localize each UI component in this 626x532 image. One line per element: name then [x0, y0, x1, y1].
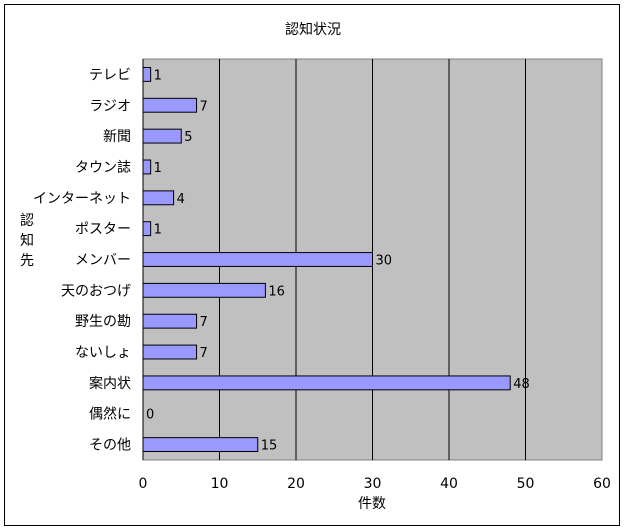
data-label: 48	[513, 377, 530, 392]
category-label: ないしょ	[75, 345, 131, 361]
bar	[142, 159, 152, 175]
data-label: 7	[200, 315, 208, 330]
category-label: 偶然に	[89, 406, 131, 423]
x-tick-label: 10	[211, 476, 229, 492]
data-label: 5	[184, 130, 192, 145]
x-axis-ticks: 0 10 20 30 40 50 60	[139, 476, 611, 492]
category-labels: テレビラジオ新聞タウン誌インターネットポスターメンバー天のおつげ野生の勘ないしょ…	[33, 67, 131, 453]
x-tick-label: 0	[139, 476, 148, 492]
y-axis-title: 認知先	[20, 213, 34, 269]
bar	[142, 437, 259, 453]
bar	[142, 128, 182, 144]
x-tick-label: 60	[593, 476, 611, 492]
data-label: 1	[154, 68, 162, 83]
x-tick-label: 20	[287, 476, 305, 492]
data-label: 15	[261, 439, 278, 454]
bar	[142, 66, 152, 82]
chart-frame: 認知状況 テレビラジオ新聞タウン誌インターネットポスターメンバー天のおつげ野生の…	[4, 4, 620, 526]
x-tick-label: 30	[364, 476, 382, 492]
data-label: 7	[200, 99, 208, 114]
bars	[142, 66, 511, 453]
bar	[142, 97, 198, 113]
data-label: 4	[177, 192, 185, 207]
category-label: 新聞	[103, 129, 131, 145]
data-label: 1	[154, 161, 162, 176]
data-label: 1	[154, 223, 162, 238]
chart-title: 認知状況	[285, 21, 341, 38]
category-label: テレビ	[89, 67, 131, 83]
bar-chart: 認知状況 テレビラジオ新聞タウン誌インターネットポスターメンバー天のおつげ野生の…	[20, 21, 611, 512]
data-label: 16	[268, 284, 285, 299]
bar	[142, 313, 198, 329]
x-axis-title: 件数	[358, 496, 386, 512]
bar	[142, 344, 198, 360]
bar	[142, 375, 511, 391]
category-label: メンバー	[75, 253, 131, 269]
data-label: 0	[146, 408, 154, 423]
category-label: 天のおつげ	[61, 283, 131, 299]
category-label: その他	[89, 438, 131, 454]
category-label: 野生の勘	[75, 314, 131, 330]
data-label: 30	[376, 254, 393, 269]
category-label: ポスター	[75, 222, 131, 238]
bar	[142, 190, 175, 206]
data-label: 7	[200, 346, 208, 361]
bar	[142, 282, 266, 298]
category-label: インターネット	[33, 191, 131, 207]
bar	[142, 221, 152, 237]
bar	[142, 252, 373, 267]
x-tick-label: 40	[440, 476, 458, 492]
category-label: タウン誌	[75, 160, 131, 176]
data-labels: 1 7 5 1 4 1 30 16 7 7 48 0 15	[146, 68, 530, 453]
category-label: ラジオ	[89, 98, 131, 114]
category-label: 案内状	[89, 375, 131, 392]
x-tick-label: 50	[517, 476, 535, 492]
